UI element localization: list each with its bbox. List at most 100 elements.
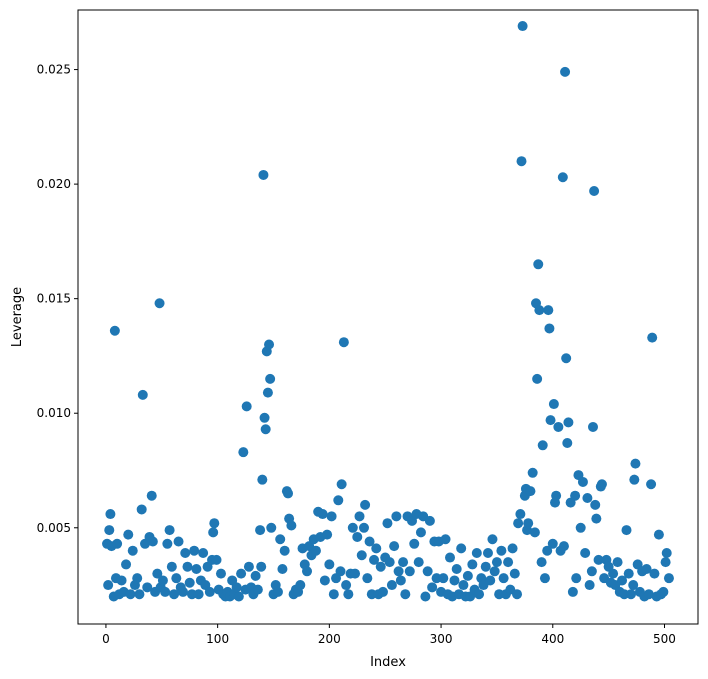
data-point bbox=[286, 520, 297, 531]
data-point bbox=[612, 557, 623, 568]
data-point bbox=[123, 529, 134, 540]
data-point bbox=[560, 66, 571, 77]
data-point bbox=[451, 564, 462, 575]
data-point bbox=[577, 476, 588, 487]
data-point bbox=[171, 573, 182, 584]
data-point bbox=[491, 557, 502, 568]
data-point bbox=[164, 525, 175, 536]
data-point bbox=[343, 589, 354, 600]
data-point bbox=[557, 172, 568, 183]
data-point bbox=[358, 522, 369, 533]
data-point bbox=[121, 559, 132, 570]
data-point bbox=[277, 564, 288, 575]
data-point bbox=[233, 591, 244, 602]
data-point bbox=[193, 589, 204, 600]
data-point bbox=[590, 499, 601, 510]
data-point bbox=[160, 586, 171, 597]
data-point bbox=[440, 534, 451, 545]
data-point bbox=[643, 589, 654, 600]
data-point bbox=[209, 518, 220, 529]
data-point bbox=[350, 568, 361, 579]
data-point bbox=[625, 589, 636, 600]
plot-frame bbox=[77, 9, 699, 625]
data-point bbox=[127, 545, 138, 556]
data-point bbox=[513, 518, 524, 529]
data-point bbox=[356, 550, 367, 561]
data-point bbox=[517, 21, 528, 32]
data-point bbox=[259, 412, 270, 423]
x-tick-label: 0 bbox=[102, 632, 110, 646]
data-point bbox=[630, 458, 641, 469]
data-point bbox=[241, 401, 252, 412]
data-point bbox=[512, 589, 523, 600]
data-point bbox=[422, 566, 433, 577]
data-point bbox=[653, 529, 664, 540]
data-point bbox=[328, 589, 339, 600]
data-point bbox=[467, 559, 478, 570]
data-point bbox=[589, 185, 600, 196]
data-point bbox=[180, 547, 191, 558]
data-point bbox=[415, 527, 426, 538]
data-point bbox=[364, 536, 375, 547]
data-point bbox=[146, 490, 157, 501]
data-point bbox=[646, 479, 657, 490]
data-point bbox=[542, 545, 553, 556]
data-point bbox=[503, 557, 514, 568]
data-point bbox=[341, 580, 352, 591]
data-point bbox=[238, 447, 249, 458]
data-point bbox=[184, 577, 195, 588]
data-point bbox=[487, 534, 498, 545]
data-point bbox=[558, 541, 569, 552]
data-point bbox=[480, 561, 491, 572]
data-point bbox=[621, 525, 632, 536]
y-tick-label: 0.010 bbox=[37, 406, 71, 420]
data-point bbox=[445, 552, 455, 563]
data-point bbox=[208, 527, 219, 538]
data-point bbox=[109, 325, 120, 336]
data-point bbox=[395, 575, 406, 586]
data-point bbox=[322, 529, 333, 540]
data-point bbox=[191, 564, 202, 575]
y-tick-label: 0.015 bbox=[37, 292, 71, 306]
data-points bbox=[102, 21, 674, 602]
data-point bbox=[661, 547, 672, 558]
data-point bbox=[338, 337, 349, 348]
data-point bbox=[420, 591, 431, 602]
data-point bbox=[347, 522, 358, 533]
data-point bbox=[489, 566, 500, 577]
data-point bbox=[660, 557, 671, 568]
data-point bbox=[391, 511, 402, 522]
data-point bbox=[561, 353, 572, 364]
data-point bbox=[537, 440, 548, 451]
data-point bbox=[462, 570, 473, 581]
data-point bbox=[389, 541, 400, 552]
data-point bbox=[136, 504, 147, 515]
x-tick-label: 100 bbox=[206, 632, 229, 646]
data-point bbox=[424, 515, 435, 526]
data-point bbox=[523, 518, 534, 529]
data-point bbox=[496, 545, 507, 556]
data-point bbox=[393, 566, 404, 577]
data-point bbox=[166, 561, 177, 572]
data-point bbox=[369, 554, 380, 565]
y-tick-label: 0.025 bbox=[37, 63, 71, 77]
data-point bbox=[132, 573, 143, 584]
data-point bbox=[142, 582, 153, 593]
data-point bbox=[545, 415, 556, 426]
x-axis-label: Index bbox=[370, 655, 406, 670]
data-point bbox=[544, 323, 555, 334]
data-point bbox=[371, 543, 382, 554]
data-point bbox=[647, 332, 658, 343]
data-point bbox=[509, 568, 520, 579]
data-point bbox=[628, 580, 639, 591]
data-point bbox=[591, 513, 602, 524]
data-point bbox=[533, 259, 544, 270]
data-point bbox=[134, 589, 145, 600]
data-point bbox=[567, 586, 578, 597]
data-point bbox=[362, 573, 373, 584]
data-point bbox=[182, 561, 193, 572]
data-point bbox=[250, 570, 261, 581]
data-point bbox=[539, 573, 550, 584]
data-point bbox=[255, 525, 266, 536]
